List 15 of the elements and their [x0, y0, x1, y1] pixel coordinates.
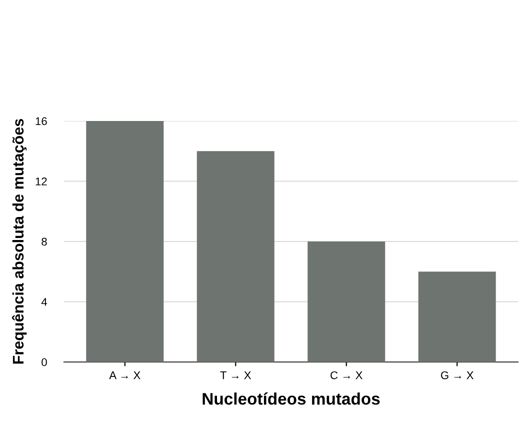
y-tick-label: 0	[42, 358, 47, 366]
bar	[86, 121, 164, 362]
x-axis-title: Nucleotídeos mutados	[202, 392, 380, 405]
x-tick-label: T → X	[220, 371, 252, 380]
y-tick-label: 8	[42, 238, 47, 246]
x-tick-label: C → X	[330, 371, 362, 380]
y-axis-title: Frequência absoluta de mutações	[12, 119, 27, 364]
x-tick-label: A → X	[109, 371, 140, 380]
y-tick-label: 12	[36, 178, 47, 186]
bar	[418, 272, 496, 362]
bar	[196, 151, 274, 362]
y-tick-label: 16	[36, 117, 47, 126]
x-tick-label: G → X	[440, 371, 474, 380]
bar	[308, 242, 386, 362]
y-tick-label: 4	[41, 298, 48, 306]
